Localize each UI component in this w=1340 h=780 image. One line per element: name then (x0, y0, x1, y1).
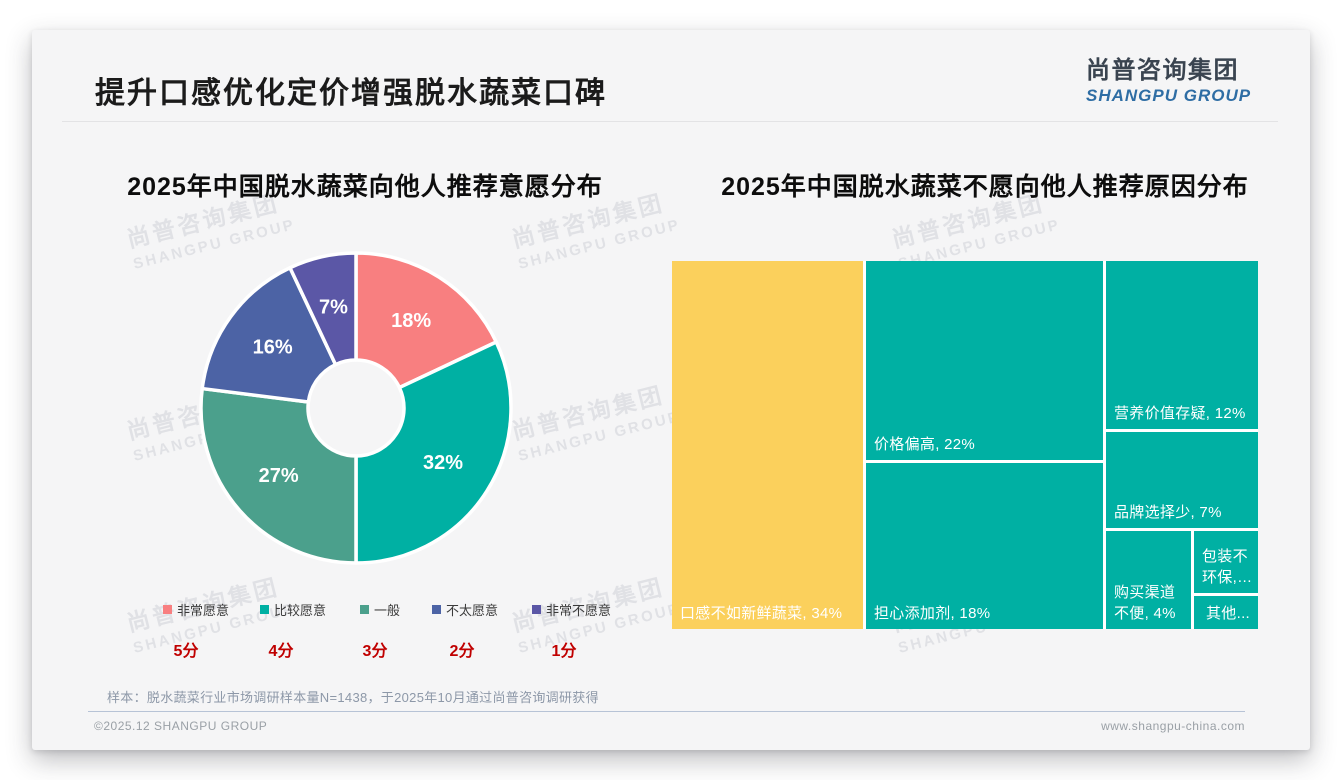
logo-english-text: SHANGPU GROUP (1086, 86, 1252, 105)
sample-note: 样本：脱水蔬菜行业市场调研样本量N=1438，于2025年10月通过尚普咨询调研… (107, 690, 599, 705)
score-label-3: 2分 (449, 643, 475, 660)
legend-swatch-3 (432, 605, 441, 614)
legend-label-3: 不太愿意 (446, 603, 499, 618)
treemap-cell-label-1: 价格偏高, 22% (874, 436, 976, 453)
donut-slice-2[interactable] (199, 386, 358, 565)
legend-item-2[interactable]: 一般 (360, 600, 400, 619)
website-url: www.shangpu-china.com (1101, 719, 1245, 733)
treemap-cell-3[interactable]: 营养价值存疑, 12% (1106, 261, 1258, 429)
score-label-4: 1分 (551, 643, 577, 660)
treemap-cell-5[interactable]: 购买渠道不便, 4% (1106, 531, 1191, 629)
page-title: 提升口感优化定价增强脱水蔬菜口碑 (95, 77, 607, 110)
legend-item-4[interactable]: 非常不愿意 (532, 600, 611, 619)
legend-label-0: 非常愿意 (177, 603, 230, 618)
treemap-cell-6[interactable]: 包装不环保,… (1194, 531, 1258, 593)
donut-slice-label-4: 7% (319, 297, 348, 319)
score-label-0: 5分 (173, 643, 199, 660)
copyright-text: ©2025.12 SHANGPU GROUP (94, 719, 268, 733)
donut-slice-label-3: 16% (253, 337, 293, 359)
donut-slice-4[interactable] (288, 251, 358, 367)
donut-slice-label-2: 27% (259, 465, 299, 487)
treemap-cell-7[interactable]: 其他... (1194, 596, 1258, 629)
treemap-cell-label-6: 包装不环保,… (1202, 548, 1253, 586)
footer-divider (88, 711, 1245, 712)
donut-chart: 18% 32% 27% 16% 7% (199, 251, 513, 565)
donut-slice-1[interactable] (354, 340, 513, 565)
donut-slice-label-1: 32% (423, 452, 463, 474)
donut-slice-0[interactable] (354, 251, 498, 390)
treemap-cell-label-4: 品牌选择少, 7% (1114, 504, 1222, 521)
legend-swatch-4 (532, 605, 541, 614)
treemap-cell-0[interactable]: 口感不如新鲜蔬菜, 34% (672, 261, 863, 629)
treemap-cell-2[interactable]: 担心添加剂, 18% (866, 463, 1103, 629)
legend-swatch-2 (360, 605, 369, 614)
treemap-cell-label-7: 其他... (1206, 605, 1251, 622)
legend-swatch-0 (163, 605, 172, 614)
logo-chinese-text: 尚普咨询集团 (1086, 57, 1239, 84)
legend-item-3[interactable]: 不太愿意 (432, 600, 498, 619)
company-logo: 尚普咨询集团 SHANGPU GROUP (1086, 50, 1251, 106)
treemap-cell-label-0: 口感不如新鲜蔬菜, 34% (680, 605, 843, 622)
donut-slice-label-0: 18% (391, 310, 431, 332)
donut-slice-3[interactable] (200, 266, 338, 404)
score-label-2: 3分 (362, 643, 388, 660)
legend-item-1[interactable]: 比较愿意 (260, 600, 326, 619)
treemap-chart-title: 2025年中国脱水蔬菜不愿向他人推荐原因分布 (721, 173, 1249, 201)
donut-chart-title: 2025年中国脱水蔬菜向他人推荐意愿分布 (127, 173, 603, 201)
legend-label-4: 非常不愿意 (546, 603, 612, 618)
treemap-cell-label-3: 营养价值存疑, 12% (1114, 405, 1246, 422)
treemap-cell-1[interactable]: 价格偏高, 22% (866, 261, 1103, 460)
legend-swatch-1 (260, 605, 269, 614)
treemap-chart: 口感不如新鲜蔬菜, 34% 价格偏高, 22% 担心添加剂, 18% 营养价值存疑, … (672, 261, 1258, 629)
treemap-cell-label-2: 担心添加剂, 18% (874, 605, 991, 622)
legend-item-0[interactable]: 非常愿意 (163, 600, 229, 619)
treemap-cell-label-5: 购买渠道不便, 4% (1114, 584, 1176, 622)
title-divider (62, 121, 1278, 122)
legend-label-1: 比较愿意 (274, 603, 327, 618)
score-label-1: 4分 (268, 643, 294, 660)
treemap-cell-4[interactable]: 品牌选择少, 7% (1106, 432, 1258, 528)
legend-label-2: 一般 (374, 603, 401, 618)
